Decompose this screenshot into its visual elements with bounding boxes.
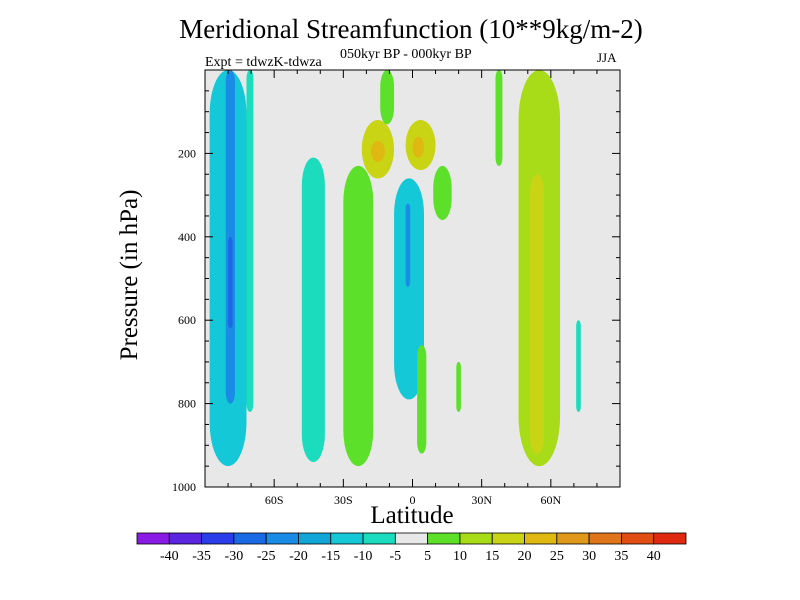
colorbar-swatch: [330, 532, 364, 545]
colorbar-swatch: [394, 532, 429, 545]
colorbar-swatch: [298, 532, 332, 545]
colorbar-swatch: [201, 532, 235, 545]
colorbar-label: -5: [390, 549, 402, 564]
colorbar-label: 5: [424, 549, 431, 564]
colorbar-swatch: [362, 532, 396, 545]
colorbar-label: -25: [257, 549, 276, 564]
colorbar-label: -35: [192, 549, 211, 564]
chart-subtitle: 050kyr BP - 000kyr BP: [340, 47, 472, 62]
contour-region-nh-polar-narrow: [576, 320, 581, 412]
x-tick-label: 30N: [471, 493, 492, 507]
colorbar-swatch: [524, 532, 558, 545]
contour-region-nh-tropic-lower: [417, 345, 427, 454]
colorbar-swatch: [136, 532, 170, 545]
x-tick-label: 0: [410, 493, 416, 507]
colorbar-swatch: [265, 532, 299, 545]
axis-ticks: 60S 30S 0 30N 60N 200 400 600 800 1000: [172, 69, 621, 507]
colorbar-swatch: [459, 532, 493, 545]
colorbar: -40 -35 -30 -25 -20 -15 -10 -5 5 10 15 20 25 30 35 40: [136, 532, 687, 564]
colorbar-label: -15: [321, 549, 340, 564]
colorbar-swatch: [427, 532, 461, 545]
contour-region-sh-polar-core-deep: [228, 236, 233, 329]
x-tick-label: 60N: [540, 493, 561, 507]
x-tick-label: 30S: [334, 493, 353, 507]
colorbar-label: -10: [354, 549, 373, 564]
contour-region-sh-midlat-negative: [301, 157, 325, 462]
y-tick-label: 600: [178, 313, 196, 327]
colorbar-label: 40: [647, 549, 661, 564]
contour-region-equatorial-negative: [394, 178, 425, 400]
colorbar-label: 10: [453, 549, 467, 564]
contour-region-nh-subtropic-narrow: [456, 361, 461, 412]
y-tick-label: 1000: [172, 480, 196, 494]
colorbar-label: 30: [582, 549, 596, 564]
contour-region-upper-positive-east-core: [412, 136, 425, 158]
season-label: JJA: [597, 50, 617, 65]
colorbar-label: -20: [289, 549, 308, 564]
contour-region-nh-narrow-top: [495, 70, 503, 166]
colorbar-swatch: [621, 532, 655, 545]
colorbar-label: 15: [485, 549, 499, 564]
colorbar-swatch: [588, 532, 622, 545]
contour-region-upper-positive-west-core: [371, 140, 385, 162]
colorbar-label: 20: [518, 549, 532, 564]
colorbar-swatch: [556, 532, 590, 545]
chart-title: Meridional Streamfunction (10**9kg/m-2): [179, 14, 643, 44]
contour-region-equatorial-negative-core: [405, 203, 411, 287]
y-tick-label: 200: [178, 146, 196, 160]
y-tick-label: 400: [178, 230, 196, 244]
colorbar-swatch: [491, 532, 525, 545]
contour-region-nh-tropic-positive: [433, 165, 452, 221]
contour-region-sh-polar-narrow: [246, 70, 254, 412]
colorbar-label: -40: [160, 549, 179, 564]
x-axis-label: Latitude: [370, 502, 454, 529]
contour-regions: [209, 70, 581, 467]
colorbar-label: 25: [550, 549, 564, 564]
colorbar-swatch: [233, 532, 267, 545]
x-tick-label: 60S: [265, 493, 284, 507]
contour-region-sh-subtropic-positive: [343, 165, 374, 467]
colorbar-label: -30: [225, 549, 244, 564]
colorbar-swatch: [653, 532, 687, 545]
y-tick-label: 800: [178, 397, 196, 411]
experiment-label: Expt = tdwzK-tdwza: [205, 55, 322, 70]
contour-region-upper-positive-top: [380, 70, 395, 125]
colorbar-swatch: [168, 532, 202, 545]
contour-region-nh-midlat-core: [530, 174, 544, 454]
colorbar-label: 35: [614, 549, 628, 564]
